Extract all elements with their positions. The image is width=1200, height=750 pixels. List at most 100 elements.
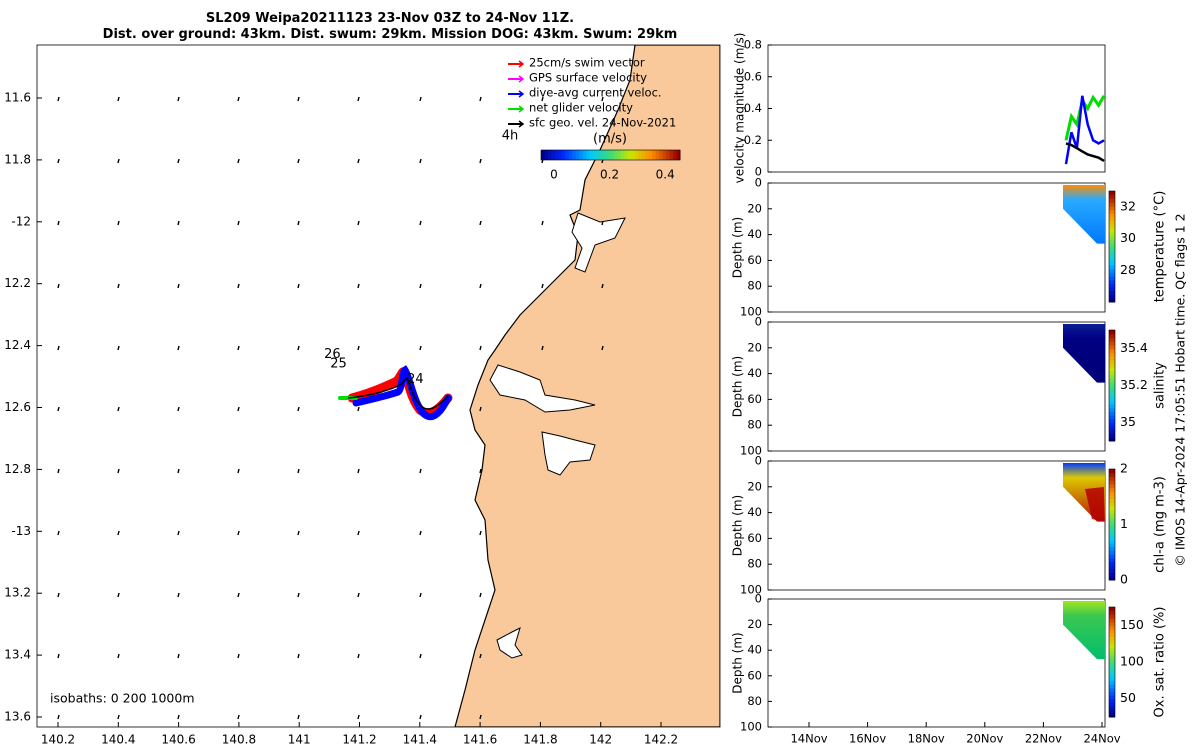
geo-vel-arrow <box>419 158 422 164</box>
section-colorbar-cell <box>1109 483 1115 488</box>
section-colorbar-cell <box>1109 283 1115 288</box>
map-colorbar-tick: 0.2 <box>600 168 619 182</box>
section-colorbar-cell <box>1109 557 1115 562</box>
section-colorbar-cell <box>1109 636 1115 641</box>
section-colorbar-cell <box>1109 621 1115 626</box>
track-date-label: 26 <box>324 347 341 362</box>
section-y-tick-label: 60 <box>747 668 762 682</box>
x-tick-label: 141.4 <box>403 733 437 747</box>
section-y-tick-label: 40 <box>747 227 762 241</box>
geo-vel-arrow <box>297 158 300 164</box>
geo-vel-arrow <box>57 283 60 289</box>
section-y-tick-label: 40 <box>747 505 762 519</box>
section-colorbar-cell <box>1109 554 1115 559</box>
section-colorbar-cell <box>1109 437 1115 442</box>
section-colorbar-cell <box>1109 216 1115 222</box>
section-colorbar-cell <box>1109 355 1115 361</box>
section-colorbar-cell <box>1109 330 1115 335</box>
geo-vel-arrow <box>357 653 360 659</box>
geo-vel-arrow <box>117 406 120 412</box>
legend-swatch-arrow <box>518 120 525 128</box>
map-colorbar-cell <box>582 150 587 160</box>
section-colorbar-cell <box>1109 235 1115 240</box>
section-colorbar-cell <box>1109 250 1115 255</box>
map-colorbar-cell <box>610 150 615 160</box>
section-colorbar-cell <box>1109 702 1115 707</box>
time-x-tick-label: 16Nov <box>849 732 886 746</box>
geo-vel-arrow <box>237 283 240 289</box>
map-colorbar-cell <box>554 150 559 160</box>
geo-vel-arrow <box>117 158 120 164</box>
geo-vel-arrow <box>297 592 300 598</box>
map-colorbar-cell <box>579 150 584 160</box>
map-colorbar-cell <box>568 150 573 160</box>
section-colorbar-cell <box>1109 333 1115 338</box>
section-y-tick-label: 100 <box>740 444 762 458</box>
section-colorbar-cell <box>1109 698 1115 703</box>
map-colorbar-cell <box>620 150 625 160</box>
section-colorbar-cell <box>1109 568 1115 574</box>
section-colorbar-tick: 100 <box>1120 654 1144 669</box>
section-colorbar-tick: 1 <box>1120 516 1128 531</box>
time-x-tick-label: 24Nov <box>1083 732 1120 746</box>
section-y-tick-label: 80 <box>747 694 762 708</box>
y-tick-label: 11.8 <box>4 152 31 166</box>
geo-vel-arrow <box>297 653 300 659</box>
section-colorbar-cell <box>1109 411 1115 416</box>
section-colorbar-cell <box>1109 614 1115 619</box>
geo-vel-arrow <box>479 468 482 474</box>
section-y-tick-label: 100 <box>740 305 762 319</box>
section-colorbar-cell <box>1109 253 1115 259</box>
section-colorbar-cell <box>1109 378 1115 383</box>
geo-vel-arrow <box>297 468 300 474</box>
geo-vel-arrow <box>479 592 482 598</box>
map-colorbar-cell <box>589 150 594 160</box>
section-colorbar-cell <box>1109 524 1115 529</box>
y-tick-label: 13.2 <box>4 586 31 600</box>
section-colorbar-cell <box>1109 520 1115 525</box>
geo-vel-arrow <box>177 220 180 226</box>
section-colorbar-cell <box>1109 224 1115 229</box>
y-tick-label: 12.8 <box>4 462 31 476</box>
section-colorbar-tick: 28 <box>1120 262 1136 277</box>
section-colorbar-cell <box>1109 494 1115 500</box>
section-colorbar-cell <box>1109 658 1115 663</box>
section-colorbar-cell <box>1109 220 1115 225</box>
geo-vel-arrow <box>541 283 544 289</box>
section-colorbar-cell <box>1109 669 1115 674</box>
map-colorbar-cell <box>634 150 639 160</box>
geo-vel-arrow <box>419 714 422 720</box>
map-colorbar-cell <box>607 150 611 160</box>
map-colorbar-cell <box>673 150 678 160</box>
geo-vel-arrow <box>57 96 60 102</box>
legend-entry-label: net glider velocity <box>529 101 633 115</box>
section-colorbar-label: salinity <box>1153 362 1168 409</box>
map-colorbar-cell <box>558 150 563 160</box>
section-colorbar-cell <box>1109 363 1115 368</box>
y-tick-label: 13.4 <box>4 648 31 662</box>
section-colorbar-cell <box>1109 531 1115 537</box>
section-colorbar-cell <box>1109 415 1115 420</box>
section-colorbar-cell <box>1109 480 1115 485</box>
map-colorbar-cell <box>676 150 681 160</box>
map-colorbar-cell <box>666 150 671 160</box>
x-tick-label: 141.2 <box>342 733 376 747</box>
section-colorbar-cell <box>1109 367 1115 372</box>
section-colorbar-cell <box>1109 618 1115 623</box>
velocity-series-line <box>1064 95 1105 165</box>
geo-vel-arrow <box>297 714 300 720</box>
x-tick-label: 141.8 <box>523 733 557 747</box>
section-colorbar-cell <box>1109 239 1115 244</box>
section-y-tick-label: 20 <box>747 201 762 215</box>
section-colorbar-cell <box>1109 381 1115 386</box>
geo-vel-arrow <box>479 406 482 412</box>
section-colorbar-cell <box>1109 469 1115 474</box>
geo-vel-arrow <box>297 96 300 102</box>
section-colorbar-cell <box>1109 565 1115 570</box>
geo-vel-arrow <box>237 530 240 536</box>
section-colorbar-cell <box>1109 396 1115 401</box>
section-colorbar-cell <box>1109 640 1115 645</box>
geo-vel-arrow <box>177 468 180 474</box>
track-dive-avg <box>352 365 452 421</box>
geo-vel-arrow <box>357 714 360 720</box>
